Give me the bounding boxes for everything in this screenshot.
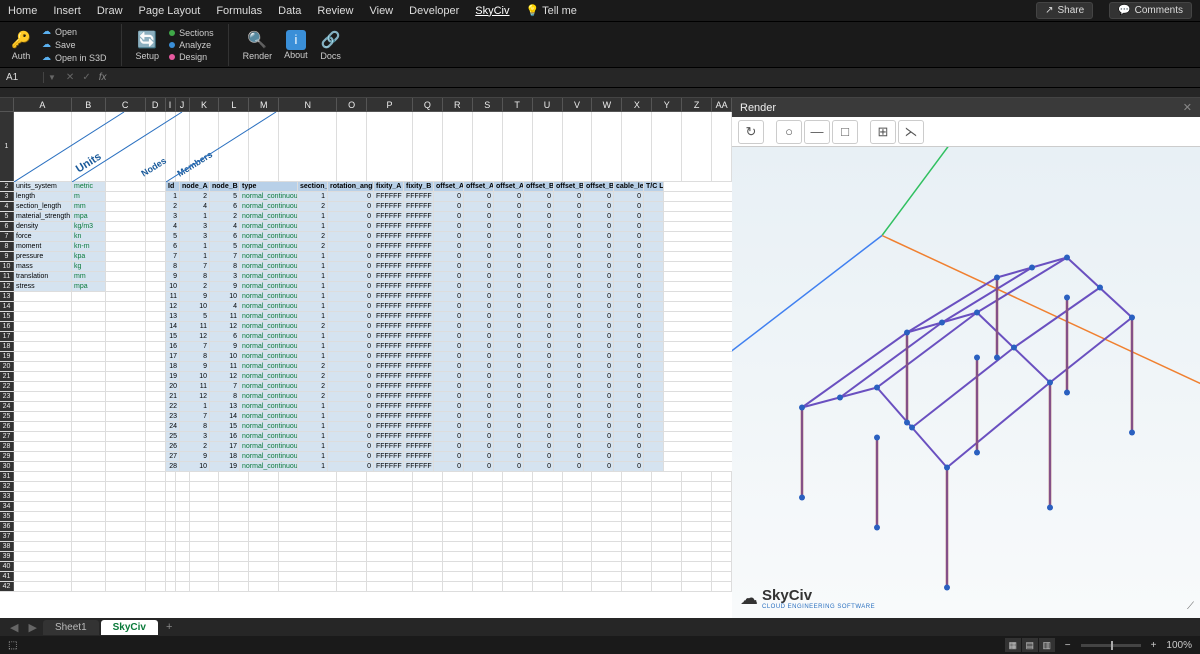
col-U[interactable]: U bbox=[533, 98, 563, 111]
open-button[interactable]: ☁Open bbox=[42, 26, 107, 37]
axes-icon[interactable]: ⋋ bbox=[898, 120, 924, 144]
col-C[interactable]: C bbox=[106, 98, 146, 111]
menu-page-layout[interactable]: Page Layout bbox=[139, 5, 201, 17]
close-render-icon[interactable]: ✕ bbox=[1183, 101, 1192, 114]
col-L[interactable]: L bbox=[219, 98, 249, 111]
add-sheet-button[interactable]: + bbox=[160, 621, 178, 633]
column-headers: ABCDIJKLMNOPQRSTUVWXYZAA bbox=[0, 98, 732, 112]
col-Y[interactable]: Y bbox=[652, 98, 682, 111]
render-button[interactable]: 🔍Render bbox=[243, 29, 273, 61]
col-Q[interactable]: Q bbox=[413, 98, 443, 111]
col-X[interactable]: X bbox=[622, 98, 652, 111]
menu-review[interactable]: Review bbox=[317, 5, 353, 17]
tab-prev-icon[interactable]: ◀ bbox=[6, 621, 22, 634]
name-box[interactable]: A1 bbox=[0, 72, 44, 83]
sheet-tab-skyciv[interactable]: SkyCiv bbox=[101, 620, 158, 635]
skyciv-logo: ☁ SkyCiv CLOUD ENGINEERING SOFTWARE bbox=[740, 587, 875, 610]
zoom-out-icon[interactable]: − bbox=[1065, 640, 1071, 651]
menu-home[interactable]: Home bbox=[8, 5, 37, 17]
ruler-top bbox=[0, 88, 1200, 98]
menubar: Home Insert Draw Page Layout Formulas Data Rev… bbox=[0, 0, 1200, 22]
statusbar: ⬚ ▦ ▤ ▥ − + 100% bbox=[0, 636, 1200, 654]
render-panel: Render ✕ ↻ ○ — □ ⊞ ⋋ bbox=[732, 98, 1200, 618]
render-toolbar: ↻ ○ — □ ⊞ ⋋ bbox=[732, 117, 1200, 147]
render-title: Render bbox=[740, 102, 776, 114]
menu-tellme[interactable]: 💡 Tell me bbox=[526, 4, 577, 17]
resize-handle-icon[interactable]: ⟋ bbox=[1187, 601, 1194, 612]
menu-insert[interactable]: Insert bbox=[53, 5, 81, 17]
comments-button[interactable]: 💬 Comments bbox=[1109, 2, 1192, 19]
col-W[interactable]: W bbox=[592, 98, 622, 111]
col-K[interactable]: K bbox=[190, 98, 220, 111]
view-normal-icon[interactable]: ▦ bbox=[1005, 638, 1021, 652]
col-B[interactable]: B bbox=[72, 98, 106, 111]
col-Z[interactable]: Z bbox=[682, 98, 712, 111]
col-V[interactable]: V bbox=[563, 98, 593, 111]
zoom-level[interactable]: 100% bbox=[1166, 640, 1192, 651]
view-break-icon[interactable]: ▥ bbox=[1039, 638, 1055, 652]
about-button[interactable]: iAbout bbox=[284, 30, 308, 60]
col-A[interactable]: A bbox=[14, 98, 72, 111]
col-M[interactable]: M bbox=[249, 98, 279, 111]
col-O[interactable]: O bbox=[337, 98, 367, 111]
menu-draw[interactable]: Draw bbox=[97, 5, 123, 17]
view-page-icon[interactable]: ▤ bbox=[1022, 638, 1038, 652]
col-T[interactable]: T bbox=[503, 98, 533, 111]
col-J[interactable]: J bbox=[176, 98, 190, 111]
share-button[interactable]: ↗ Share bbox=[1036, 2, 1093, 19]
sheet-tab-sheet1[interactable]: Sheet1 bbox=[43, 620, 99, 635]
menu-view[interactable]: View bbox=[369, 5, 393, 17]
setup-button[interactable]: 🔄Setup bbox=[136, 29, 160, 61]
docs-button[interactable]: 🔗Docs bbox=[320, 29, 342, 61]
open-s3d-button[interactable]: ☁Open in S3D bbox=[42, 52, 107, 63]
col-P[interactable]: P bbox=[367, 98, 413, 111]
col-D[interactable]: D bbox=[146, 98, 166, 111]
ribbon: 🔑Auth ☁Open ☁Save ☁Open in S3D 🔄Setup Se… bbox=[0, 22, 1200, 68]
sections-button[interactable]: Sections bbox=[169, 28, 214, 38]
tab-next-icon[interactable]: ▶ bbox=[24, 621, 40, 634]
col-AA[interactable]: AA bbox=[712, 98, 732, 111]
sheet-tabs: ◀ ▶ Sheet1SkyCiv + bbox=[0, 618, 1200, 636]
grid[interactable]: Units Nodes Members 12units_systemmetric… bbox=[0, 112, 732, 618]
mode-icon: ⬚ bbox=[8, 640, 17, 651]
grid-view-icon[interactable]: ⊞ bbox=[870, 120, 896, 144]
save-button[interactable]: ☁Save bbox=[42, 39, 107, 50]
fx-label: fx bbox=[99, 72, 107, 83]
col-S[interactable]: S bbox=[473, 98, 503, 111]
col-N[interactable]: N bbox=[279, 98, 337, 111]
zoom-in-icon[interactable]: + bbox=[1151, 640, 1157, 651]
square-icon[interactable]: □ bbox=[832, 120, 858, 144]
menu-formulas[interactable]: Formulas bbox=[216, 5, 262, 17]
line-icon[interactable]: — bbox=[804, 120, 830, 144]
col-R[interactable]: R bbox=[443, 98, 473, 111]
menu-developer[interactable]: Developer bbox=[409, 5, 459, 17]
circle-icon[interactable]: ○ bbox=[776, 120, 802, 144]
design-button[interactable]: Design bbox=[169, 52, 214, 62]
menu-skyciv[interactable]: SkyCiv bbox=[475, 5, 509, 17]
menu-data[interactable]: Data bbox=[278, 5, 301, 17]
refresh-icon[interactable]: ↻ bbox=[738, 120, 764, 144]
formula-bar: A1 ▼ ✕✓fx bbox=[0, 68, 1200, 88]
analyze-button[interactable]: Analyze bbox=[169, 40, 214, 50]
spreadsheet-area: ABCDIJKLMNOPQRSTUVWXYZAA Units Nodes Mem… bbox=[0, 98, 732, 618]
auth-button[interactable]: 🔑Auth bbox=[10, 29, 32, 61]
render-canvas[interactable]: ☁ SkyCiv CLOUD ENGINEERING SOFTWARE ⟋ bbox=[732, 147, 1200, 618]
col-I[interactable]: I bbox=[166, 98, 176, 111]
